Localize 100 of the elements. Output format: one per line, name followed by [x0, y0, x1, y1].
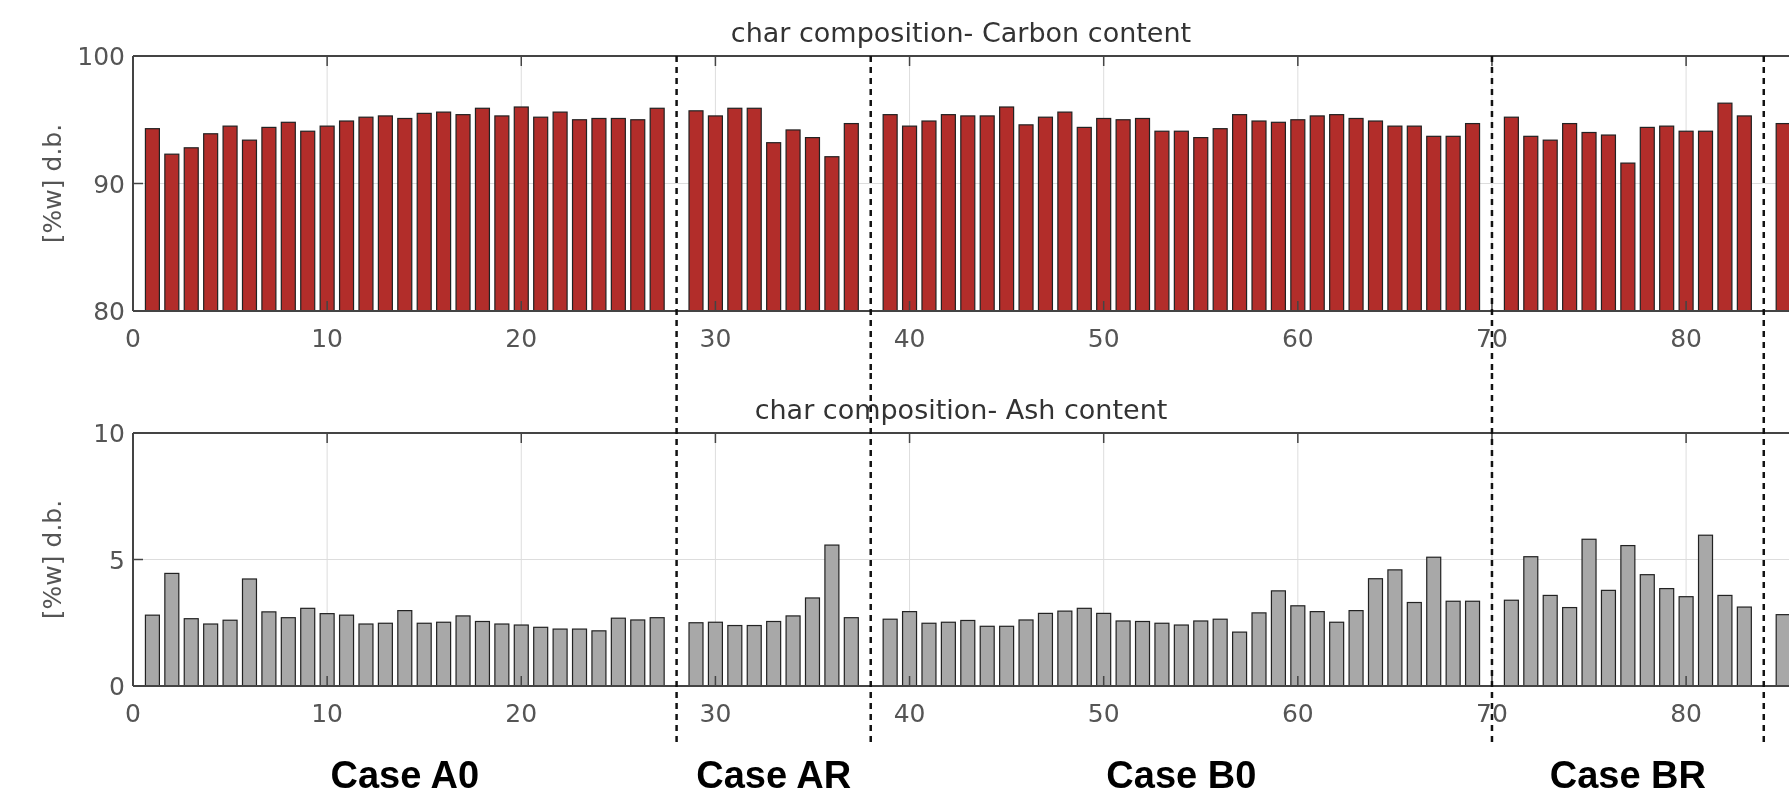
bar [436, 621, 452, 687]
bar [280, 617, 296, 687]
x-tick-label: 40 [893, 699, 926, 728]
bar [1406, 601, 1422, 687]
bar [533, 626, 549, 687]
x-tick-label: 50 [1087, 324, 1120, 353]
x-tick-label: 80 [1670, 324, 1703, 353]
x-tick-label: 20 [505, 699, 538, 728]
bar [474, 620, 491, 687]
x-tick-label: 80 [1670, 699, 1703, 728]
text: Case A0 [330, 754, 480, 796]
x-tick-label: 10 [311, 324, 344, 353]
bar [183, 618, 199, 687]
bar [1678, 596, 1694, 687]
bar [552, 628, 568, 687]
bar [1270, 590, 1287, 687]
bar [1057, 610, 1073, 687]
bar [1309, 611, 1325, 687]
x-tick-label: 40 [893, 324, 926, 353]
bar [397, 610, 413, 687]
y-axis-title: [%w] d.b. [38, 123, 67, 244]
bar [338, 614, 355, 687]
bar [1154, 622, 1170, 687]
bar [1659, 588, 1675, 687]
bar [455, 615, 471, 687]
bar [377, 622, 393, 687]
bar [630, 619, 646, 687]
bar [1426, 556, 1442, 687]
x-tick-label: 60 [1281, 324, 1314, 353]
bar [785, 615, 801, 687]
bar [164, 572, 180, 687]
y-axis-title: [%w] d.b. [38, 499, 67, 620]
bar [261, 611, 277, 687]
bar [1542, 594, 1558, 687]
bar [1445, 600, 1461, 687]
y-tick-label: 80 [93, 297, 125, 326]
bar [901, 611, 918, 687]
text: Case BR [1549, 754, 1707, 796]
bar [766, 620, 782, 687]
bar [1717, 594, 1733, 687]
bar [1503, 599, 1519, 687]
x-tick-label: 30 [699, 324, 732, 353]
y-tick-label: 0 [109, 672, 125, 701]
bar [571, 628, 588, 687]
x-tick-label: 10 [311, 699, 344, 728]
bar [241, 578, 258, 687]
bar [649, 617, 665, 687]
bar [843, 617, 859, 687]
bar [1096, 612, 1112, 687]
bar [494, 623, 510, 687]
chart-title: char composition- Carbon content [730, 17, 1192, 48]
x-tick-label: 70 [1476, 324, 1508, 353]
bar [144, 614, 160, 687]
bar [1387, 569, 1403, 687]
bar [824, 544, 840, 687]
bar [1697, 534, 1714, 687]
bar [1639, 574, 1655, 687]
bar [1115, 620, 1131, 687]
y-tick-label: 100 [77, 42, 125, 71]
bar [921, 622, 937, 687]
bar [1581, 538, 1597, 687]
bar [300, 607, 316, 687]
bar [1290, 605, 1306, 687]
bar [707, 621, 723, 687]
bar [1620, 544, 1636, 687]
bar [1037, 612, 1054, 687]
bar [1600, 589, 1617, 687]
y-tick-label: 90 [93, 169, 125, 199]
bar [746, 624, 762, 687]
bar [513, 624, 529, 687]
bar [1134, 620, 1151, 687]
x-tick-label: 60 [1281, 699, 1314, 728]
bar [1018, 619, 1034, 687]
y-tick-label: 10 [93, 419, 125, 448]
bar [1173, 624, 1189, 687]
x-tick-label: 70 [1476, 699, 1508, 728]
bar [979, 625, 995, 687]
bar [1775, 614, 1789, 687]
bar [358, 623, 374, 687]
bar [688, 622, 704, 687]
bar [1736, 606, 1752, 687]
bar [1193, 620, 1209, 687]
bar [610, 617, 626, 687]
text: Case AR [696, 754, 852, 796]
bar [1464, 600, 1481, 687]
bar [203, 623, 219, 687]
bar [1232, 631, 1248, 687]
chart-title: char composition- Ash content [754, 394, 1168, 425]
bar [1348, 610, 1364, 687]
x-tick-label: 20 [505, 324, 538, 353]
x-tick-label: 30 [699, 699, 732, 728]
bar [999, 625, 1015, 687]
x-tick-label: 50 [1087, 699, 1120, 728]
bar [591, 630, 607, 687]
bar [1367, 578, 1384, 687]
bar [1076, 607, 1092, 687]
bar [804, 597, 821, 687]
text: Case B0 [1106, 754, 1257, 796]
bar [1212, 618, 1228, 687]
bar [727, 624, 743, 687]
